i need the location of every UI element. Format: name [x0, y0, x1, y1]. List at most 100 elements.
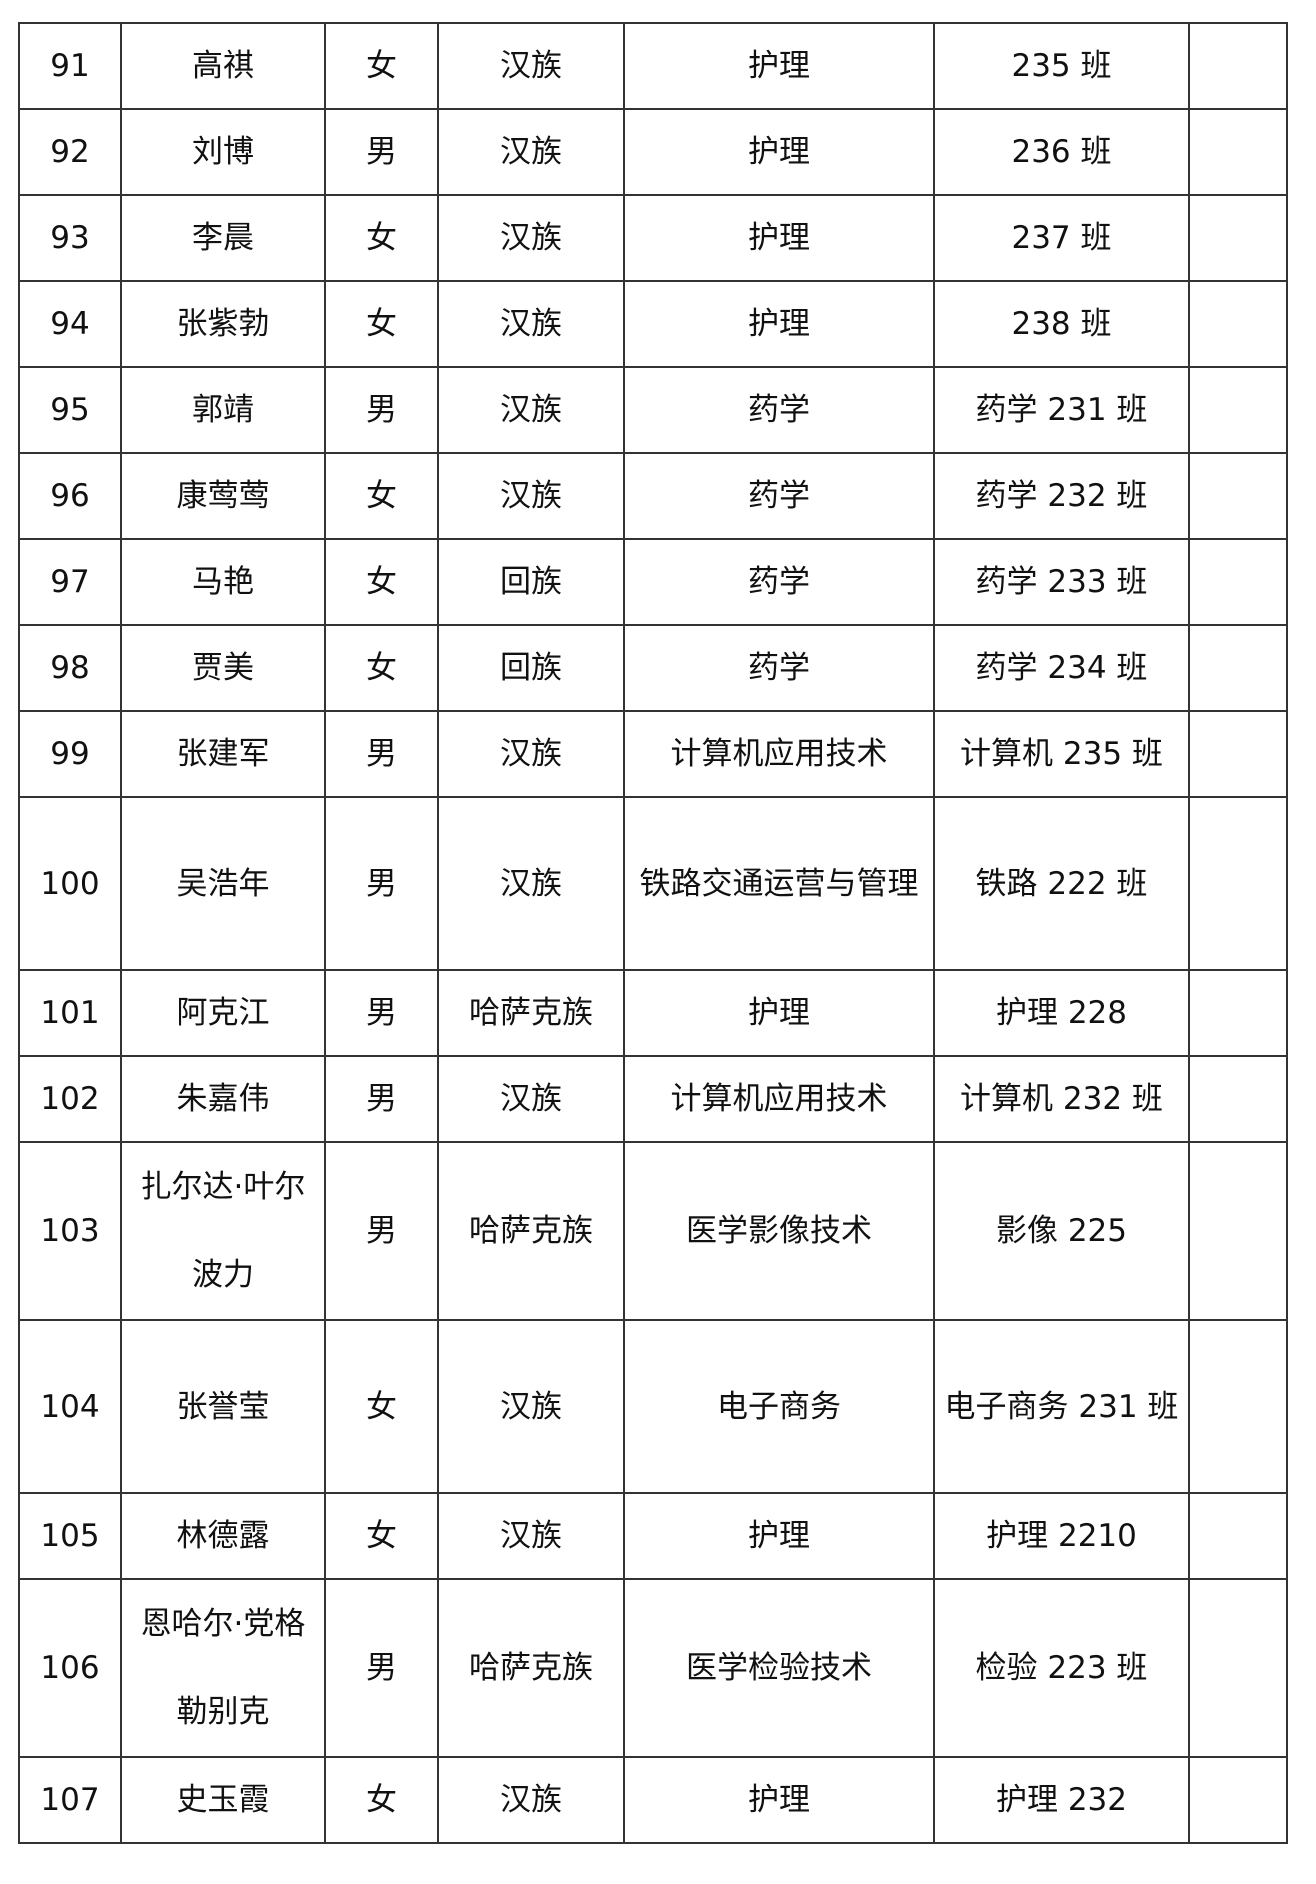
cell-no: 97: [18, 538, 122, 626]
cell-gender: 男: [324, 366, 439, 454]
cell-major: 电子商务: [623, 1319, 935, 1494]
cell-gender: 男: [324, 1141, 439, 1321]
cell-name: 刘博: [120, 108, 326, 196]
cell-major: 药学: [623, 452, 935, 540]
table-row: 95 郭靖男汉族 药学 药学 231 班: [18, 366, 1288, 454]
cell-no: 92: [18, 108, 122, 196]
cell-major: 护理: [623, 1492, 935, 1580]
table-row: 103 扎尔达·叶尔波力男哈萨克族 医学影像技术 影像 225: [18, 1141, 1288, 1321]
cell-no: 107: [18, 1756, 122, 1844]
table-row: 100 吴浩年男汉族 铁路交通运营与管理 铁路 222 班: [18, 796, 1288, 971]
cell-gender: 女: [324, 538, 439, 626]
cell-ethnicity: 哈萨克族: [437, 1141, 625, 1321]
cell-note: [1188, 710, 1288, 798]
cell-class: 计算机 232 班: [933, 1055, 1190, 1143]
student-table: 91 高祺女汉族 护理 235 班 92 刘博男汉族 护理 236 班 93 李晨女汉族 护理 237…: [18, 22, 1288, 1844]
cell-no: 93: [18, 194, 122, 282]
cell-name: 阿克江: [120, 969, 326, 1057]
cell-class: 药学 231 班: [933, 366, 1190, 454]
cell-name: 贾美: [120, 624, 326, 712]
cell-name: 吴浩年: [120, 796, 326, 971]
cell-gender: 男: [324, 796, 439, 971]
cell-no: 94: [18, 280, 122, 368]
cell-gender: 女: [324, 280, 439, 368]
student-table-body: 91 高祺女汉族 护理 235 班 92 刘博男汉族 护理 236 班 93 李晨女汉族 护理 237…: [18, 22, 1288, 1844]
cell-no: 98: [18, 624, 122, 712]
cell-note: [1188, 1492, 1288, 1580]
cell-no: 106: [18, 1578, 122, 1758]
cell-major: 药学: [623, 366, 935, 454]
cell-note: [1188, 796, 1288, 971]
table-row: 106 恩哈尔·党格勒别克男哈萨克族 医学检验技术 检验 223 班: [18, 1578, 1288, 1758]
table-row: 107 史玉霞女汉族 护理 护理 232: [18, 1756, 1288, 1844]
cell-class: 计算机 235 班: [933, 710, 1190, 798]
table-row: 94 张紫勃女汉族 护理 238 班: [18, 280, 1288, 368]
cell-ethnicity: 汉族: [437, 194, 625, 282]
cell-note: [1188, 538, 1288, 626]
cell-name: 扎尔达·叶尔波力: [120, 1141, 326, 1321]
cell-major: 医学影像技术: [623, 1141, 935, 1321]
cell-no: 95: [18, 366, 122, 454]
cell-class: 电子商务 231 班: [933, 1319, 1190, 1494]
table-row: 102 朱嘉伟男汉族 计算机应用技术 计算机 232 班: [18, 1055, 1288, 1143]
cell-ethnicity: 汉族: [437, 1055, 625, 1143]
cell-note: [1188, 1578, 1288, 1758]
cell-no: 102: [18, 1055, 122, 1143]
cell-class: 护理 232: [933, 1756, 1190, 1844]
cell-class: 护理 228: [933, 969, 1190, 1057]
cell-name: 林德露: [120, 1492, 326, 1580]
cell-gender: 女: [324, 452, 439, 540]
cell-no: 99: [18, 710, 122, 798]
cell-note: [1188, 1756, 1288, 1844]
cell-class: 238 班: [933, 280, 1190, 368]
cell-note: [1188, 22, 1288, 110]
cell-gender: 男: [324, 1055, 439, 1143]
cell-gender: 女: [324, 624, 439, 712]
table-row: 99 张建军男汉族 计算机应用技术 计算机 235 班: [18, 710, 1288, 798]
cell-no: 91: [18, 22, 122, 110]
cell-gender: 男: [324, 969, 439, 1057]
cell-note: [1188, 969, 1288, 1057]
cell-name: 史玉霞: [120, 1756, 326, 1844]
cell-gender: 女: [324, 22, 439, 110]
cell-name: 李晨: [120, 194, 326, 282]
cell-major: 护理: [623, 280, 935, 368]
cell-note: [1188, 108, 1288, 196]
cell-class: 235 班: [933, 22, 1190, 110]
table-row: 96 康莺莺女汉族 药学 药学 232 班: [18, 452, 1288, 540]
cell-ethnicity: 汉族: [437, 1492, 625, 1580]
cell-major: 计算机应用技术: [623, 1055, 935, 1143]
table-row: 97 马艳女回族 药学 药学 233 班: [18, 538, 1288, 626]
cell-ethnicity: 回族: [437, 624, 625, 712]
cell-major: 药学: [623, 624, 935, 712]
cell-ethnicity: 汉族: [437, 366, 625, 454]
cell-ethnicity: 哈萨克族: [437, 1578, 625, 1758]
table-row: 105 林德露女汉族 护理 护理 2210: [18, 1492, 1288, 1580]
cell-ethnicity: 汉族: [437, 796, 625, 971]
cell-major: 护理: [623, 969, 935, 1057]
cell-major: 医学检验技术: [623, 1578, 935, 1758]
cell-name: 朱嘉伟: [120, 1055, 326, 1143]
cell-no: 104: [18, 1319, 122, 1494]
table-row: 98 贾美女回族 药学 药学 234 班: [18, 624, 1288, 712]
cell-name: 郭靖: [120, 366, 326, 454]
cell-gender: 女: [324, 1492, 439, 1580]
cell-note: [1188, 1141, 1288, 1321]
table-row: 91 高祺女汉族 护理 235 班: [18, 22, 1288, 110]
cell-gender: 男: [324, 710, 439, 798]
cell-gender: 女: [324, 1319, 439, 1494]
cell-major: 铁路交通运营与管理: [623, 796, 935, 971]
cell-ethnicity: 汉族: [437, 710, 625, 798]
cell-ethnicity: 回族: [437, 538, 625, 626]
cell-note: [1188, 624, 1288, 712]
table-row: 101 阿克江男哈萨克族 护理 护理 228: [18, 969, 1288, 1057]
cell-class: 237 班: [933, 194, 1190, 282]
cell-name: 张誉莹: [120, 1319, 326, 1494]
table-row: 92 刘博男汉族 护理 236 班: [18, 108, 1288, 196]
cell-no: 105: [18, 1492, 122, 1580]
cell-note: [1188, 366, 1288, 454]
cell-class: 药学 232 班: [933, 452, 1190, 540]
cell-no: 100: [18, 796, 122, 971]
cell-note: [1188, 1319, 1288, 1494]
cell-class: 影像 225: [933, 1141, 1190, 1321]
